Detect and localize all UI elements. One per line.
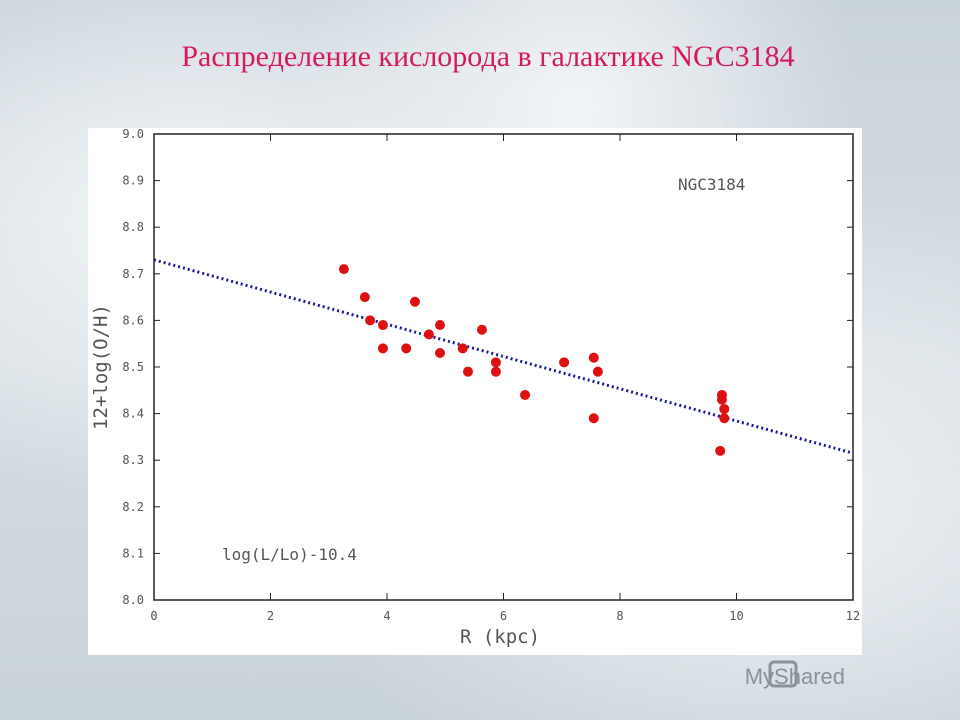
x-axis-label: R (kpc) (460, 626, 540, 648)
data-point (719, 413, 730, 424)
data-point (338, 264, 349, 275)
data-point (401, 343, 412, 354)
data-point (719, 403, 730, 414)
y-tick-label: 9.0 (122, 127, 144, 141)
y-tick-label: 8.6 (122, 313, 144, 327)
x-tick-label: 8 (616, 609, 623, 623)
data-point (377, 343, 388, 354)
data-point (423, 329, 434, 340)
data-point (490, 366, 501, 377)
data-point (592, 366, 603, 377)
x-tick-label: 6 (500, 609, 507, 623)
y-tick-label: 8.3 (122, 453, 144, 467)
trend-line (153, 258, 854, 455)
data-point (409, 296, 420, 307)
watermark-icon (768, 660, 798, 688)
data-point (435, 320, 446, 331)
y-tick-label: 8.8 (122, 220, 144, 234)
data-point (462, 366, 473, 377)
x-tick-label: 0 (150, 609, 157, 623)
x-tick-label: 10 (729, 609, 743, 623)
y-tick-label: 8.7 (122, 267, 144, 281)
data-point (520, 389, 531, 400)
y-tick-label: 8.4 (122, 407, 144, 421)
data-point (588, 413, 599, 424)
y-axis-label: 12+log(O/H) (90, 304, 112, 430)
data-point (377, 320, 388, 331)
x-tick-label: 4 (383, 609, 390, 623)
x-tick-label: 12 (846, 609, 860, 623)
data-point (490, 357, 501, 368)
x-tick-label: 2 (267, 609, 274, 623)
annotation: NGC3184 (678, 175, 745, 194)
data-point (476, 324, 487, 335)
data-point (716, 394, 727, 405)
data-point (365, 315, 376, 326)
data-point (559, 357, 570, 368)
y-tick-label: 8.9 (122, 174, 144, 188)
data-point (715, 445, 726, 456)
data-point (457, 343, 468, 354)
slide-title: Распределение кислорода в галактике NGC3… (181, 40, 794, 73)
data-point (435, 348, 446, 359)
data-point (359, 292, 370, 303)
data-point (588, 352, 599, 363)
y-tick-label: 8.5 (122, 360, 144, 374)
annotation: log(L/Lo)-10.4 (222, 545, 357, 564)
y-tick-label: 8.1 (122, 546, 144, 560)
y-tick-label: 8.2 (122, 500, 144, 514)
chart-panel (88, 128, 862, 655)
y-tick-label: 8.0 (122, 593, 144, 607)
